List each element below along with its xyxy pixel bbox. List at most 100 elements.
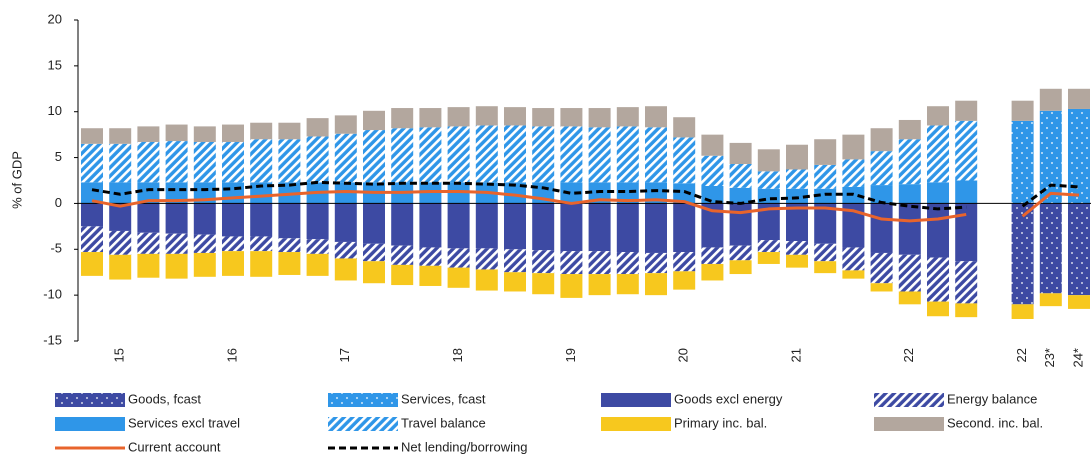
bar-segment xyxy=(560,108,583,127)
bar-segment xyxy=(1068,88,1090,109)
bar-segment xyxy=(701,263,724,281)
bar-segment xyxy=(898,139,921,185)
bar-segment xyxy=(278,252,301,275)
bar-segment xyxy=(955,100,978,121)
bar-segment xyxy=(645,127,667,183)
bar-segment xyxy=(1011,304,1034,319)
bar-segment xyxy=(137,203,160,233)
bar-segment xyxy=(757,149,780,172)
bar-segment xyxy=(137,253,160,278)
bar-segment xyxy=(814,188,837,204)
bar-segment xyxy=(955,203,978,262)
bar-segment xyxy=(447,248,470,268)
bar-segment xyxy=(955,180,978,204)
bar-segment xyxy=(278,238,301,253)
bar-segment xyxy=(334,133,357,183)
bar-segment xyxy=(1039,203,1062,294)
bar-segment xyxy=(814,164,837,189)
bar-segment xyxy=(870,151,893,186)
bar-segment xyxy=(278,139,301,183)
bar-segment xyxy=(673,183,696,204)
bar-segment xyxy=(729,245,752,261)
x-tick-label: 17 xyxy=(337,348,352,362)
bar-segment xyxy=(475,248,498,270)
bar-segment xyxy=(842,203,865,248)
legend-label: Services excl travel xyxy=(128,415,240,430)
bar-segment xyxy=(701,247,724,264)
bar-segment xyxy=(1068,203,1090,296)
bar-segment xyxy=(419,127,442,183)
bar-segment xyxy=(165,253,188,279)
bar-segment xyxy=(165,182,188,204)
bar-segment xyxy=(898,119,921,140)
bar-segment xyxy=(701,155,724,187)
bar-segment xyxy=(363,261,385,284)
bar-segment xyxy=(475,269,498,291)
y-tick-label: 5 xyxy=(55,149,62,164)
bar-segment xyxy=(1039,110,1062,204)
bar-segment xyxy=(193,252,216,277)
bar-segment xyxy=(560,274,583,298)
y-tick-label: 10 xyxy=(48,103,62,118)
bar-segment xyxy=(447,107,470,127)
bar-segment xyxy=(363,110,385,131)
bar-segment xyxy=(1011,120,1034,204)
bar-segment xyxy=(334,203,357,242)
bar-segment xyxy=(842,270,865,279)
bar-segment xyxy=(898,184,921,204)
bar-segment xyxy=(222,203,244,237)
bar-segment xyxy=(673,271,696,290)
bar-segment xyxy=(588,203,611,252)
bar-segment xyxy=(814,243,837,262)
bar-segment xyxy=(193,126,216,142)
bar-segment xyxy=(729,187,752,204)
bar-segment xyxy=(870,185,893,204)
legend-label: Net lending/borrowing xyxy=(401,439,527,454)
bar-segment xyxy=(419,203,442,248)
bar-segment xyxy=(616,274,639,295)
bar-segment xyxy=(1039,293,1062,307)
bar-segment xyxy=(250,236,273,252)
bar-segment xyxy=(673,137,696,184)
bar-segment xyxy=(560,126,583,183)
y-axis-label: % of GDP xyxy=(9,151,24,209)
bar-segment xyxy=(504,203,526,250)
bar-segment xyxy=(250,203,273,237)
bar-segment xyxy=(278,203,301,239)
bar-segment xyxy=(532,250,555,274)
legend-label: Goods excl energy xyxy=(674,391,783,406)
x-tick-label: 18 xyxy=(450,348,465,362)
legend-swatch xyxy=(328,393,398,407)
legend-swatch xyxy=(601,417,671,431)
bar-segment xyxy=(701,134,724,156)
bar-segment xyxy=(955,120,978,181)
bar-segment xyxy=(109,203,132,231)
bar-segment xyxy=(898,291,921,305)
y-tick-label: -10 xyxy=(43,287,62,302)
x-tick-label: 22 xyxy=(1014,348,1029,362)
bar-segment xyxy=(137,126,160,142)
bar-segment xyxy=(927,301,949,317)
bar-segment xyxy=(306,253,329,276)
bar-segment xyxy=(729,203,752,246)
bar-segment xyxy=(278,122,301,140)
bar-segment xyxy=(165,233,188,254)
bar-segment xyxy=(729,260,752,275)
bar-segment xyxy=(870,283,893,292)
bar-segment xyxy=(560,182,583,204)
bar-segment xyxy=(81,226,103,253)
bar-segment xyxy=(757,203,780,241)
bar-segment xyxy=(786,188,808,204)
legend-label: Current account xyxy=(128,439,221,454)
bar-segment xyxy=(475,125,498,183)
bar-segment xyxy=(645,273,667,296)
bar-segment xyxy=(927,203,949,258)
bar-segment xyxy=(870,203,893,253)
bar-segment xyxy=(306,136,329,183)
bar-segment xyxy=(616,107,639,127)
bar-segment xyxy=(616,182,639,204)
y-tick-label: -5 xyxy=(50,241,62,256)
bar-segment xyxy=(504,107,526,126)
bar-segment xyxy=(419,265,442,286)
line-series xyxy=(91,180,1080,211)
